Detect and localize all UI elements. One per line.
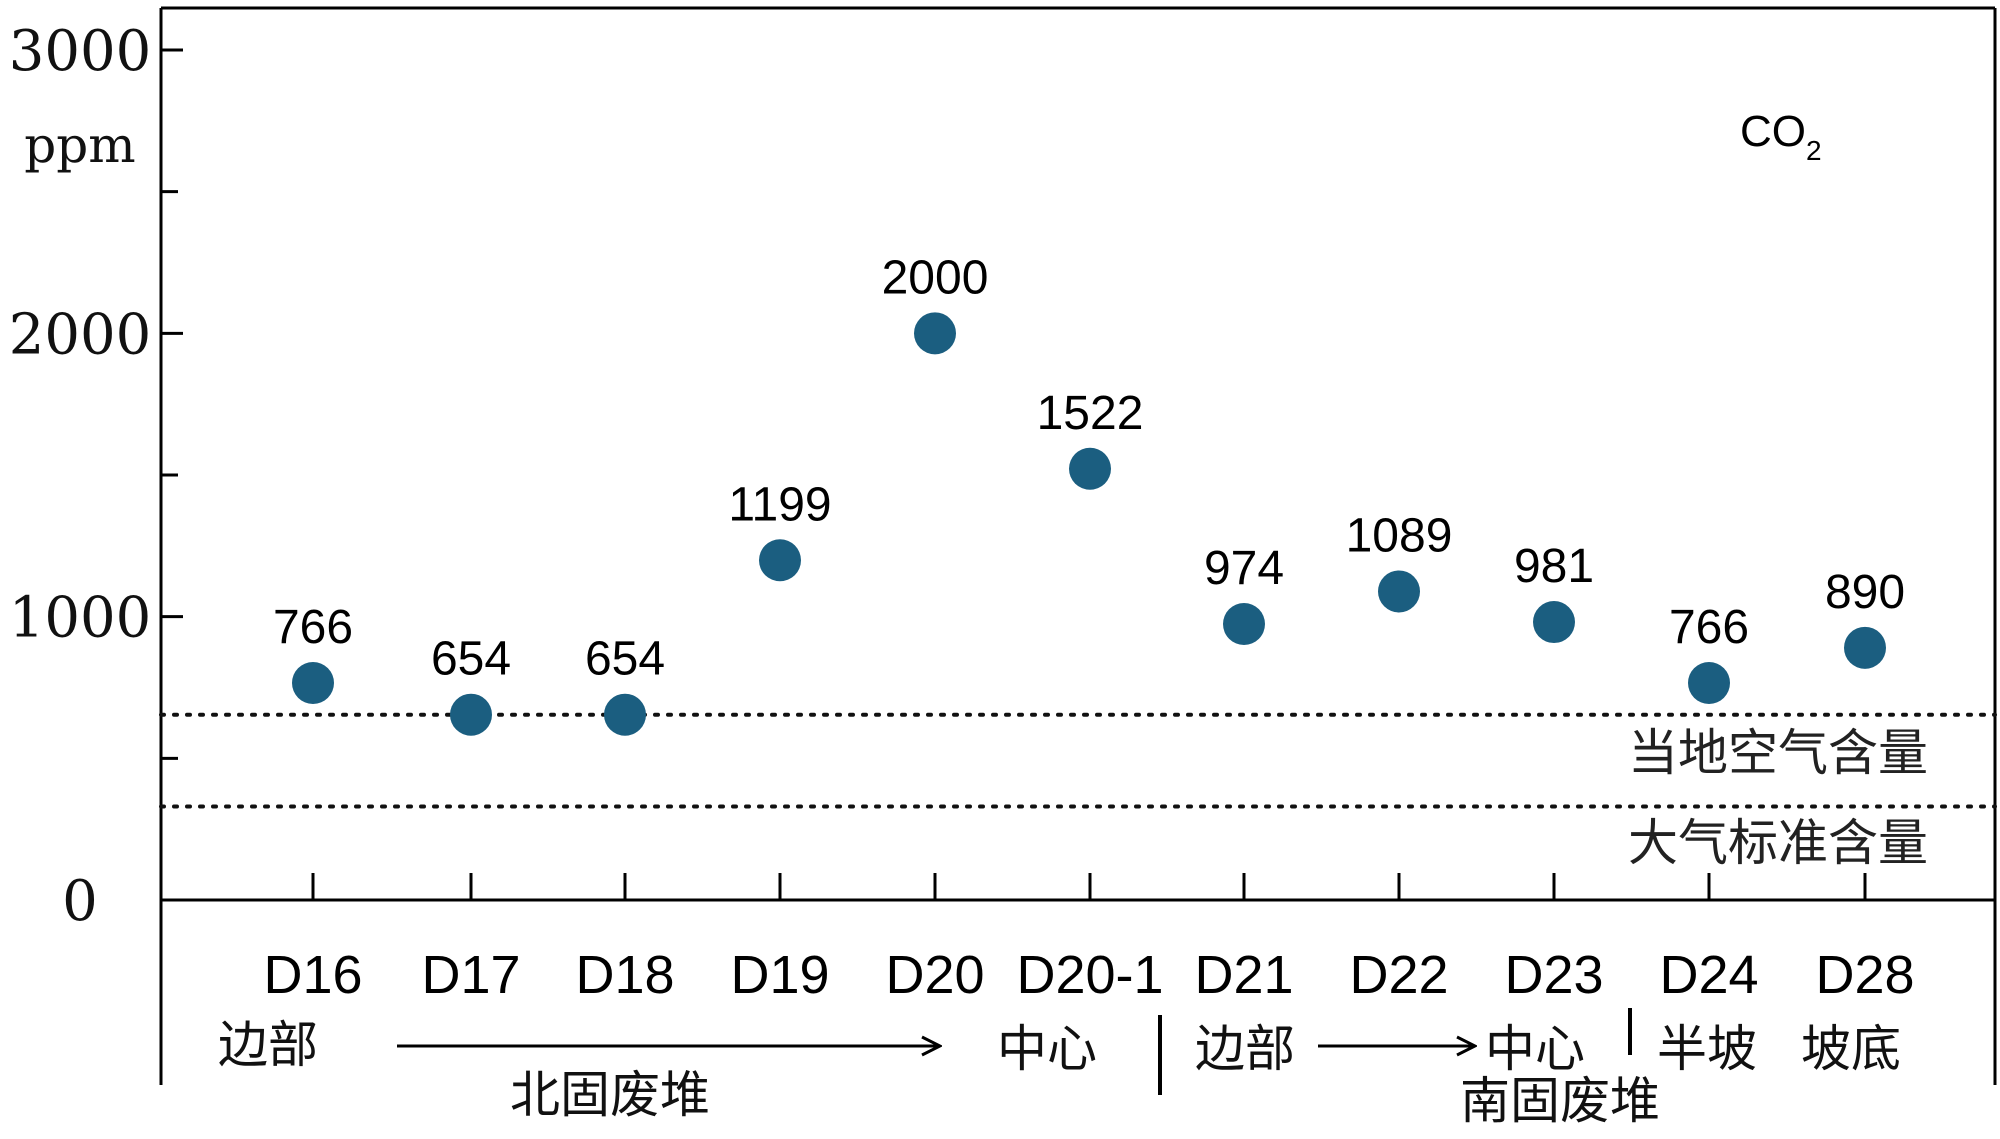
data-point <box>450 693 492 736</box>
data-label: 974 <box>1204 542 1284 595</box>
data-label: 2000 <box>882 251 989 304</box>
data-label: 890 <box>1825 566 1905 619</box>
data-point <box>1223 603 1265 646</box>
category-label: D18 <box>575 945 674 1005</box>
data-label: 1522 <box>1037 387 1144 440</box>
data-point <box>1844 626 1886 669</box>
data-point <box>604 693 646 736</box>
series-label-subscript: 2 <box>1806 135 1822 166</box>
position-label-edge-north: 边部 <box>218 1016 318 1074</box>
data-point <box>1069 447 1111 490</box>
y-unit-label: ppm <box>24 116 135 174</box>
category-label: D20 <box>885 945 984 1005</box>
y-ticks: 3000 2000 1000 0 <box>9 19 183 934</box>
y-tick-label: 1000 <box>9 586 152 651</box>
data-label: 1199 <box>728 478 831 531</box>
data-label: 981 <box>1514 540 1594 593</box>
position-label-center-south: 中心 <box>1485 1020 1585 1078</box>
category-label: D21 <box>1194 945 1293 1005</box>
data-label: 766 <box>273 601 353 654</box>
position-label-edge-south: 边部 <box>1195 1020 1295 1078</box>
category-label: D16 <box>263 945 362 1005</box>
data-label: 766 <box>1669 601 1749 654</box>
data-point <box>914 312 956 355</box>
category-label: D17 <box>421 945 520 1005</box>
data-label: 1089 <box>1346 509 1453 562</box>
y-tick-label: 0 <box>62 869 98 934</box>
group-label-south: 南固废堆 <box>1460 1072 1660 1130</box>
category-label: D20-1 <box>1016 945 1163 1005</box>
category-label: D28 <box>1815 945 1914 1005</box>
series-label: CO2 <box>1740 107 1822 166</box>
standard-air-label: 大气标准含量 <box>1628 814 1928 872</box>
data-point <box>1378 570 1420 613</box>
data-label: 654 <box>431 633 511 686</box>
data-point <box>1533 601 1575 644</box>
position-label-center-north: 中心 <box>997 1020 1097 1078</box>
y-tick-label: 2000 <box>9 302 152 367</box>
series-label-main: CO <box>1740 107 1806 156</box>
data-point <box>759 539 801 582</box>
position-label-half-slope: 半坡 <box>1657 1020 1757 1078</box>
category-labels: D16 D17 D18 D19 D20 D20-1 D21 D22 D23 D24 D28 <box>263 945 1914 1005</box>
data-point <box>292 661 334 704</box>
data-point <box>1688 661 1730 704</box>
local-air-label: 当地空气含量 <box>1628 724 1928 782</box>
data-label: 654 <box>585 633 665 686</box>
position-label-slope-bottom: 坡底 <box>1801 1020 1901 1078</box>
category-label: D22 <box>1349 945 1448 1005</box>
category-label: D23 <box>1504 945 1603 1005</box>
y-tick-label: 3000 <box>9 19 152 84</box>
data-points: 766 654 654 1199 2000 1522 974 1089 981 766 890 <box>273 251 1905 736</box>
x-ticks <box>311 873 1867 900</box>
group-label-north: 北固废堆 <box>510 1066 710 1124</box>
category-label: D24 <box>1659 945 1758 1005</box>
category-label: D19 <box>730 945 829 1005</box>
